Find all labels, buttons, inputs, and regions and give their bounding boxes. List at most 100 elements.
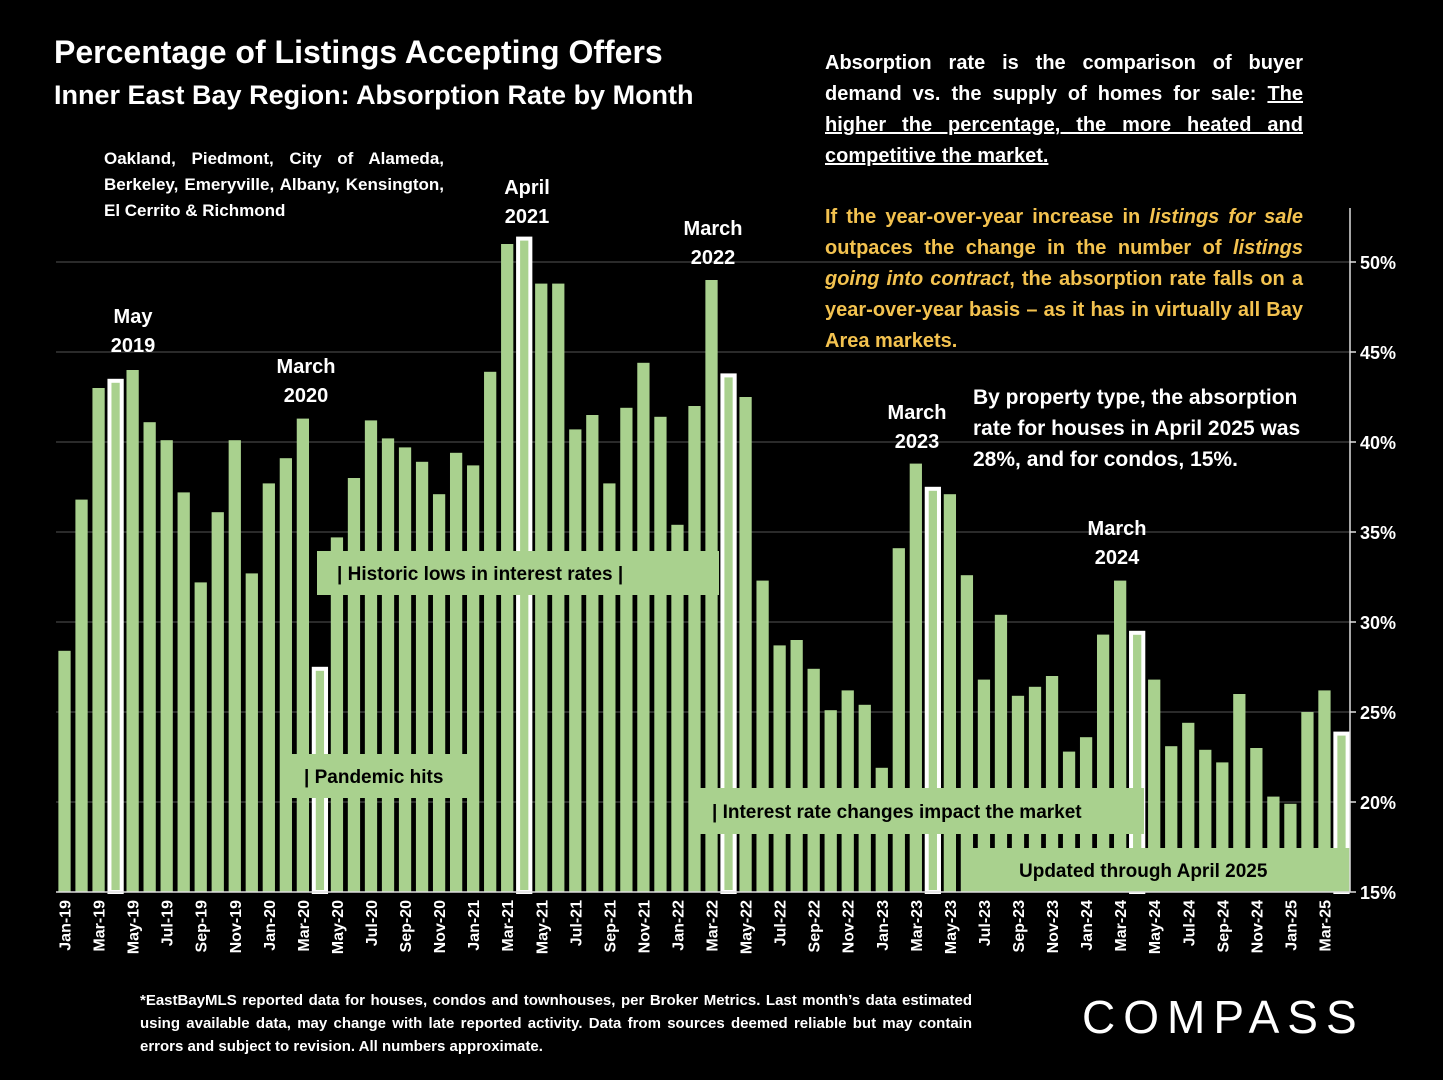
chart-title: Percentage of Listings Accepting Offers: [54, 34, 663, 70]
x-tick-label: May-22: [739, 900, 756, 954]
bar-dec-20: [449, 452, 463, 892]
x-tick-label: Sep-21: [602, 900, 619, 953]
bar-nov-21: [637, 362, 650, 892]
source-footnote: *EastBayMLS reported data for houses, co…: [140, 992, 972, 1055]
x-tick-label: Sep-23: [1011, 900, 1028, 953]
bar-sep-21: [603, 483, 616, 892]
x-tick-label: Sep-19: [194, 900, 211, 953]
bar-may-20: [330, 537, 344, 892]
peak-label: 2022: [691, 247, 736, 269]
x-tick-label: Nov-24: [1249, 900, 1266, 953]
note2-part5: , the absorption rate falls on a year-ov…: [825, 268, 1303, 352]
bar-sep-22: [807, 668, 820, 892]
bar-mar-19: [92, 388, 105, 892]
peak-label: 2020: [284, 385, 329, 407]
bar-sep-20: [398, 447, 412, 892]
peak-label: 2023: [895, 431, 940, 453]
bar-jan-21: [467, 465, 480, 892]
bar-feb-20: [279, 458, 292, 892]
bar-jun-20: [347, 478, 361, 892]
bar-oct-19: [211, 512, 224, 892]
definition-emphasis: The higher the percentage, the more heat…: [825, 83, 1303, 167]
y-tick-label: 40%: [1360, 433, 1396, 453]
x-tick-label: Jan-23: [875, 900, 892, 951]
bar-aug-20: [381, 438, 395, 892]
x-tick-label: Mar-20: [296, 900, 313, 952]
bar-dec-19: [245, 573, 258, 892]
peak-label: March: [684, 218, 743, 240]
x-tick-label: Jul-24: [1181, 900, 1198, 946]
bar-mar-23: [909, 463, 922, 892]
x-tick-label: Jul-19: [160, 900, 177, 946]
x-tick-label: Jan-25: [1283, 900, 1300, 951]
x-tick-label: Jan-20: [262, 900, 279, 951]
callout-label: | Interest rate changes impact the marke…: [712, 802, 1082, 823]
y-tick-label: 25%: [1360, 703, 1396, 723]
x-tick-label: Jul-23: [977, 900, 994, 946]
x-tick-label: Mar-24: [1113, 900, 1130, 952]
bar-feb-22: [688, 406, 701, 892]
callout-box: [288, 754, 479, 798]
y-tick-label: 45%: [1360, 343, 1396, 363]
x-tick-label: Nov-20: [432, 900, 449, 953]
peak-label: March: [277, 356, 336, 378]
x-tick-label: Jul-21: [568, 900, 585, 946]
bar-jan-22: [671, 524, 684, 892]
bar-aug-22: [790, 640, 803, 892]
compass-logo: COMPASS: [1082, 991, 1365, 1043]
peak-label: 2024: [1095, 547, 1140, 569]
x-tick-label: Mar-25: [1317, 900, 1334, 952]
x-tick-label: Nov-23: [1045, 900, 1062, 953]
x-tick-label: Sep-22: [807, 900, 824, 953]
bar-jul-22: [773, 645, 786, 892]
bar-oct-24: [1233, 694, 1246, 892]
x-tick-label: Mar-23: [909, 900, 926, 952]
bar-nov-23: [1045, 676, 1059, 892]
y-tick-label: 20%: [1360, 793, 1396, 813]
bar-may-24: [1148, 679, 1161, 892]
y-tick-label: 15%: [1360, 883, 1396, 903]
peak-label: March: [1088, 518, 1147, 540]
callout-box: [964, 848, 1350, 892]
x-tick-label: Nov-21: [636, 900, 653, 953]
peak-annotations: May 2019 March 2020 April 2021 March 2022 March 2…: [111, 177, 1147, 569]
callouts: | Historic lows in interest rates | | Pan…: [288, 551, 1350, 892]
bar-mar-20: [296, 418, 310, 892]
callout-label: Updated through April 2025: [1019, 861, 1268, 882]
bar-feb-25: [1301, 712, 1314, 892]
x-tick-label: Mar-22: [705, 900, 722, 952]
bar-jan-19: [58, 650, 71, 892]
y-axis: 15% 20% 25% 30% 35% 40% 45% 50%: [1349, 208, 1396, 903]
bar-jun-22: [756, 580, 769, 892]
note2-listings-for-sale: listings for sale: [1149, 206, 1303, 228]
bar-oct-21: [620, 407, 633, 892]
bar-dec-21: [654, 416, 667, 892]
property-type-note: By property type, the absorption rate fo…: [973, 386, 1301, 471]
x-tick-label: Jan-22: [670, 900, 687, 951]
definition-text: Absorption rate is the comparison of buy…: [825, 52, 1303, 105]
bar-sep-19: [194, 582, 207, 892]
x-tick-label: Jan-21: [466, 900, 483, 951]
x-tick-label: Sep-24: [1215, 900, 1232, 953]
x-tick-label: Sep-20: [398, 900, 415, 953]
x-tick-label: Nov-19: [228, 900, 245, 953]
callout-label: | Pandemic hits: [304, 767, 443, 788]
x-tick-label: Mar-19: [92, 900, 109, 952]
peak-label: May: [114, 306, 154, 328]
x-tick-label: May-20: [330, 900, 347, 954]
x-tick-label: Jul-20: [364, 900, 381, 946]
x-tick-label: Nov-22: [841, 900, 858, 953]
bar-jul-20: [364, 420, 378, 892]
x-tick-label: May-23: [943, 900, 960, 954]
note2-part1: If the year-over-year increase in: [825, 206, 1150, 228]
x-axis: Jan-19 Mar-19 May-19 Jul-19 Sep-19 Nov-19 Jan-…: [56, 891, 1350, 954]
x-tick-label: Mar-21: [500, 900, 517, 952]
callout-box: [694, 788, 1144, 834]
bar-jul-23: [977, 679, 991, 892]
bar-feb-19: [75, 499, 88, 892]
bar-mar-24: [1114, 580, 1127, 892]
x-tick-label: Jan-24: [1079, 900, 1096, 951]
y-tick-label: 35%: [1360, 523, 1396, 543]
absorption-definition-note: Absorption rate is the comparison of buy…: [825, 48, 1303, 172]
